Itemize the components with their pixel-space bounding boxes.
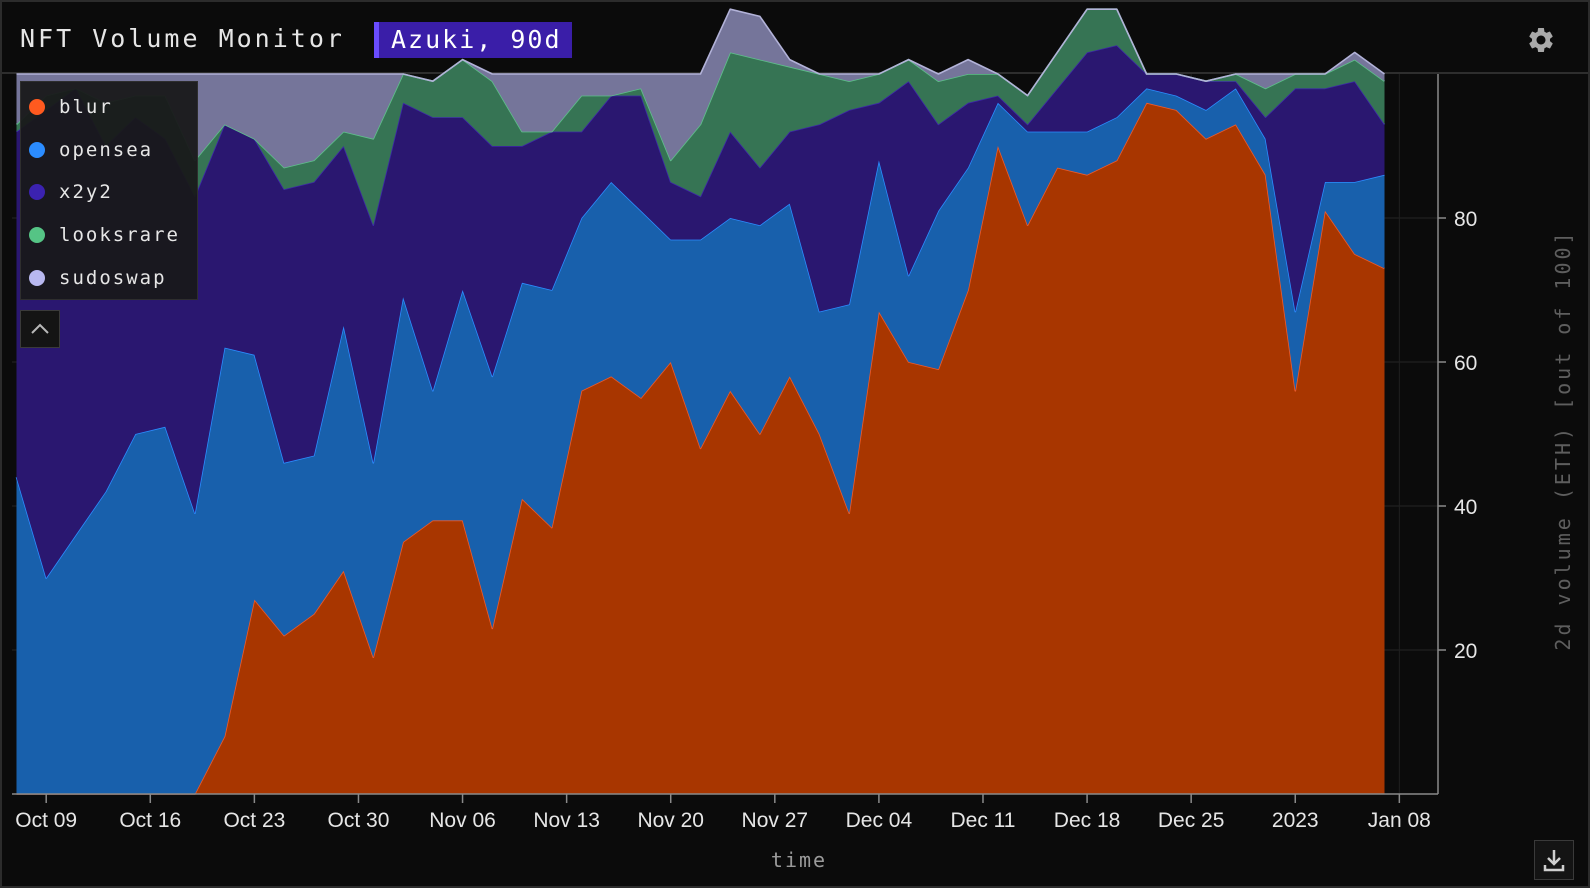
y-tick-label: 80 (1454, 208, 1477, 231)
legend-dot-opensea (29, 142, 45, 158)
x-tick-label: Oct 23 (223, 809, 285, 832)
y-tick-label: 20 (1454, 640, 1477, 663)
dataset-selector[interactable]: Azuki, 90d (374, 22, 572, 58)
y-axis-label: 2d volume (ETH) [out of 100] (1551, 229, 1575, 650)
legend-label: looksrare (59, 224, 180, 246)
area-opensea (16, 88, 1385, 794)
legend-dot-blur (29, 99, 45, 115)
settings-button[interactable] (1526, 25, 1556, 55)
x-tick-label: Nov 06 (429, 809, 496, 832)
x-tick-label: Oct 30 (328, 809, 390, 832)
legend-item-sudoswap[interactable]: sudoswap (29, 264, 167, 292)
y-tick-label: 60 (1454, 352, 1477, 375)
x-tick-label: Dec 11 (950, 809, 1015, 832)
area-looksrare (16, 9, 1385, 226)
axis-layer: 20 40 60 80 Oct 09 Oct 16 Oct 23 Oct 30 Nov 06 No… (12, 74, 1477, 832)
legend-item-opensea[interactable]: opensea (29, 136, 153, 164)
legend-label: sudoswap (59, 267, 167, 289)
collapse-legend-button[interactable] (20, 310, 60, 348)
x-tick-label: Oct 09 (15, 809, 77, 832)
x-tick-label: Nov 20 (637, 809, 704, 832)
page-title: NFT Volume Monitor (20, 24, 345, 53)
y-tick-label: 40 (1454, 496, 1477, 519)
legend-item-looksrare[interactable]: looksrare (29, 221, 180, 249)
gear-icon (1529, 28, 1553, 52)
download-icon (1543, 850, 1565, 872)
legend-label: opensea (59, 139, 154, 161)
area-x2y2 (16, 45, 1385, 578)
line-sudoswap (16, 8, 1385, 97)
legend-dot-sudoswap (29, 270, 45, 286)
x-tick-label: Dec 18 (1054, 809, 1121, 832)
x-tick-label: Jan 08 (1368, 809, 1431, 832)
legend: blur opensea x2y2 looksrare sudoswap (20, 81, 198, 300)
x-axis-label: time (771, 848, 827, 872)
legend-label: blur (59, 96, 113, 118)
download-button[interactable] (1534, 840, 1574, 880)
x-tick-label: Dec 04 (846, 809, 913, 832)
area-layer (15, 8, 1386, 795)
area-sudoswap (16, 9, 1385, 168)
chevron-up-icon (31, 323, 49, 334)
x-tick-label: Nov 27 (742, 809, 809, 832)
legend-dot-looksrare (29, 227, 45, 243)
legend-item-blur[interactable]: blur (29, 93, 113, 121)
x-tick-label: Nov 13 (533, 809, 600, 832)
x-tick-label: Oct 16 (119, 809, 181, 832)
x-tick-label: 2023 (1272, 809, 1319, 832)
x-tick-label: Dec 25 (1158, 809, 1225, 832)
legend-label: x2y2 (59, 181, 113, 203)
legend-dot-x2y2 (29, 184, 45, 200)
legend-item-x2y2[interactable]: x2y2 (29, 178, 113, 206)
